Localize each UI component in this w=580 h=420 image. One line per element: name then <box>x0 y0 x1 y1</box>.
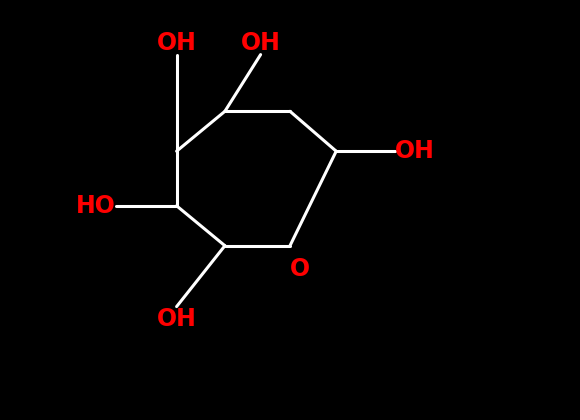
Text: OH: OH <box>395 139 435 163</box>
Text: O: O <box>290 257 310 281</box>
Text: HO: HO <box>76 194 115 218</box>
Text: OH: OH <box>157 31 197 55</box>
Text: OH: OH <box>241 31 281 55</box>
Text: OH: OH <box>157 307 197 331</box>
